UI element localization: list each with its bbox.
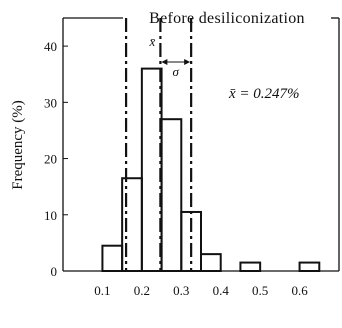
sigma-arrowhead-right bbox=[184, 59, 191, 65]
sigma-arrowhead-left bbox=[161, 59, 168, 65]
y-tick-label-40: 40 bbox=[44, 39, 57, 54]
x-tick-label-0.1: 0.1 bbox=[94, 283, 110, 298]
y-tick-label-0: 0 bbox=[51, 264, 58, 279]
x-axis-ticks: 0.1 0.2 0.3 0.4 0.5 0.6 bbox=[94, 266, 308, 298]
histogram-bar-4 bbox=[160, 118, 183, 272]
x-tick-label-0.5: 0.5 bbox=[252, 283, 268, 298]
x-tick-label-0.4: 0.4 bbox=[213, 283, 230, 298]
x-tick-label-0.2: 0.2 bbox=[134, 283, 150, 298]
histogram-bar-3 bbox=[140, 67, 163, 272]
y-tick-label-20: 20 bbox=[44, 152, 57, 167]
y-axis-ticks: 0 10 20 30 40 bbox=[44, 39, 68, 279]
mean-symbol-label: x̄ bbox=[148, 34, 155, 49]
reference-lines bbox=[124, 18, 193, 271]
y-tick-label-30: 30 bbox=[44, 95, 57, 110]
x-tick-label-0.3: 0.3 bbox=[173, 283, 189, 298]
sigma-symbol-label: σ bbox=[173, 64, 180, 79]
y-axis-title: Frequency (%) bbox=[10, 100, 26, 190]
histogram-bar-1 bbox=[101, 244, 124, 272]
y-tick-label-10: 10 bbox=[44, 208, 57, 223]
chart-title: Before desiliconization bbox=[149, 10, 305, 27]
histogram-bar-7 bbox=[239, 261, 262, 273]
mean-value-annotation: x̄ = 0.247% bbox=[228, 86, 300, 102]
histogram-bar-8 bbox=[298, 261, 321, 273]
sigma-arrow bbox=[161, 59, 191, 65]
x-tick-label-0.6: 0.6 bbox=[291, 283, 308, 298]
histogram-bar-6 bbox=[200, 253, 222, 272]
